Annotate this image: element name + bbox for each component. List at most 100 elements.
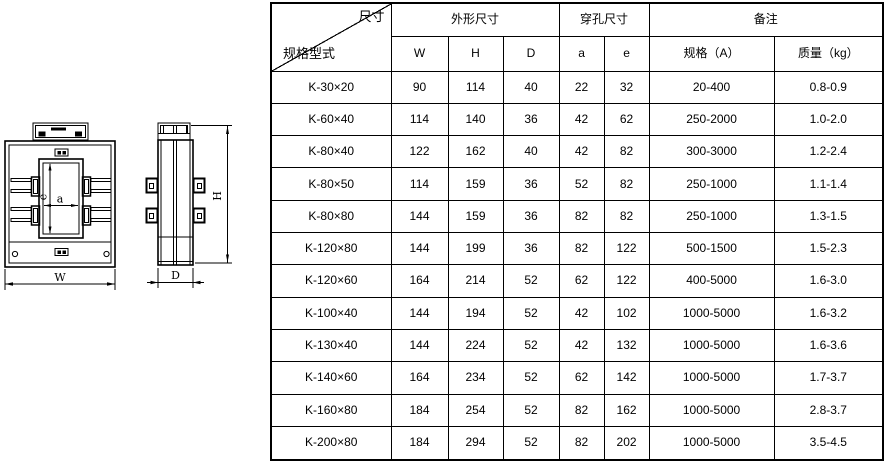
side-cap — [157, 122, 191, 141]
value-cell: 142 — [603, 361, 650, 395]
value-cell: 62 — [558, 264, 605, 298]
dim-label-w: W — [54, 271, 66, 284]
top-mark — [54, 148, 69, 157]
value-cell: 144 — [390, 199, 449, 234]
value-cell: 1.6-3.0 — [773, 264, 884, 298]
model-cell: K-60×40 — [270, 102, 392, 137]
model-cell: K-130×40 — [270, 328, 392, 363]
value-cell: 114 — [447, 70, 504, 104]
col-header-w: W — [390, 35, 449, 72]
value-cell: 40 — [502, 135, 560, 169]
value-cell: 224 — [447, 328, 504, 363]
clip-front-left-2 — [10, 205, 41, 226]
value-cell: 159 — [447, 199, 504, 234]
value-cell: 294 — [447, 425, 504, 461]
table-row: K-100×40 144 194 52 42 102 1000-5000 1.6-3.2 — [270, 296, 884, 331]
value-cell: 36 — [502, 102, 560, 137]
model-cell: K-80×50 — [270, 167, 392, 201]
value-cell: 1000-5000 — [648, 425, 775, 461]
table-row: K-130×40 144 224 52 42 132 1000-5000 1.6-3.6 — [270, 328, 884, 363]
terminal-block — [32, 122, 89, 141]
group-header-notes: 备注 — [648, 2, 884, 37]
table-row: K-80×80 144 159 36 82 82 250-1000 1.3-1.5 — [270, 199, 884, 234]
value-cell: 90 — [390, 70, 449, 104]
table-row: K-120×80 144 199 36 82 122 500-1500 1.5-2.3 — [270, 232, 884, 266]
value-cell: 300-3000 — [648, 135, 775, 169]
model-cell: K-140×60 — [270, 361, 392, 395]
value-cell: 194 — [447, 296, 504, 331]
value-cell: 1000-5000 — [648, 361, 775, 395]
clip-side-right-1 — [192, 177, 206, 194]
dimension-a: a — [44, 193, 78, 207]
model-cell: K-200×80 — [270, 425, 392, 461]
value-cell: 1.5-2.3 — [773, 232, 884, 266]
value-cell: 52 — [502, 296, 560, 331]
dim-label-a: a — [57, 193, 64, 206]
model-cell: K-80×40 — [270, 135, 392, 169]
value-cell: 250-1000 — [648, 199, 775, 234]
value-cell: 164 — [390, 361, 449, 395]
value-cell: 122 — [603, 232, 650, 266]
value-cell: 62 — [558, 361, 605, 395]
value-cell: 52 — [558, 167, 605, 201]
value-cell: 162 — [603, 393, 650, 427]
value-cell: 40 — [502, 70, 560, 104]
value-cell: 1.3-1.5 — [773, 199, 884, 234]
clip-front-left-1 — [10, 176, 41, 197]
value-cell: 36 — [502, 167, 560, 201]
corner-label-size: 尺寸 — [358, 9, 385, 24]
value-cell: 36 — [502, 199, 560, 234]
value-cell: 52 — [502, 393, 560, 427]
value-cell: 102 — [603, 296, 650, 331]
table-row: K-60×40 114 140 36 42 62 250-2000 1.0-2.0 — [270, 102, 884, 137]
table-row: K-120×60 164 214 52 62 122 400-5000 1.6-3.0 — [270, 264, 884, 298]
side-view: H D — [145, 122, 232, 288]
value-cell: 1.6-3.6 — [773, 328, 884, 363]
value-cell: 42 — [558, 296, 605, 331]
dim-label-h: H — [211, 191, 224, 201]
value-cell: 132 — [603, 328, 650, 363]
bottom-mark — [54, 248, 69, 256]
value-cell: 1.2-2.4 — [773, 135, 884, 169]
value-cell: 250-2000 — [648, 102, 775, 137]
table-row: K-30×20 90 114 40 22 32 20-400 0.8-0.9 — [270, 70, 884, 104]
value-cell: 164 — [390, 264, 449, 298]
value-cell: 36 — [502, 232, 560, 266]
value-cell: 122 — [603, 264, 650, 298]
value-cell: 0.8-0.9 — [773, 70, 884, 104]
front-view: e a W — [4, 122, 116, 290]
col-header-d: D — [502, 35, 560, 72]
corner-header-cell: 尺寸 规格型式 — [270, 2, 392, 72]
value-cell: 42 — [558, 135, 605, 169]
dim-label-d: D — [171, 269, 180, 282]
table-row: K-160×80 184 254 52 82 162 1000-5000 2.8-3.7 — [270, 393, 884, 427]
value-cell: 3.5-4.5 — [773, 425, 884, 461]
value-cell: 1.6-3.2 — [773, 296, 884, 331]
model-cell: K-30×20 — [270, 70, 392, 104]
value-cell: 254 — [447, 393, 504, 427]
value-cell: 82 — [558, 232, 605, 266]
value-cell: 82 — [558, 393, 605, 427]
value-cell: 114 — [390, 167, 449, 201]
value-cell: 162 — [447, 135, 504, 169]
col-header-current-spec: 规格（A） — [648, 35, 775, 72]
spec-table: 尺寸 规格型式 外形尺寸 穿孔尺寸 备注 W H D a e 规格（A） 质量（… — [270, 2, 884, 461]
value-cell: 1000-5000 — [648, 393, 775, 427]
model-cell: K-120×80 — [270, 232, 392, 266]
value-cell: 184 — [390, 425, 449, 461]
window-opening — [38, 158, 84, 239]
value-cell: 42 — [558, 102, 605, 137]
model-cell: K-100×40 — [270, 296, 392, 331]
clip-front-right-2 — [81, 205, 112, 226]
value-cell: 122 — [390, 135, 449, 169]
value-cell: 114 — [390, 102, 449, 137]
dimension-w: W — [4, 269, 116, 290]
dim-label-e: e — [37, 194, 50, 201]
value-cell: 1.7-3.7 — [773, 361, 884, 395]
value-cell: 250-1000 — [648, 167, 775, 201]
table-row: K-80×40 122 162 40 42 82 300-3000 1.2-2.4 — [270, 135, 884, 169]
value-cell: 500-1500 — [648, 232, 775, 266]
model-cell: K-120×60 — [270, 264, 392, 298]
col-header-a: a — [558, 35, 605, 72]
value-cell: 22 — [558, 70, 605, 104]
